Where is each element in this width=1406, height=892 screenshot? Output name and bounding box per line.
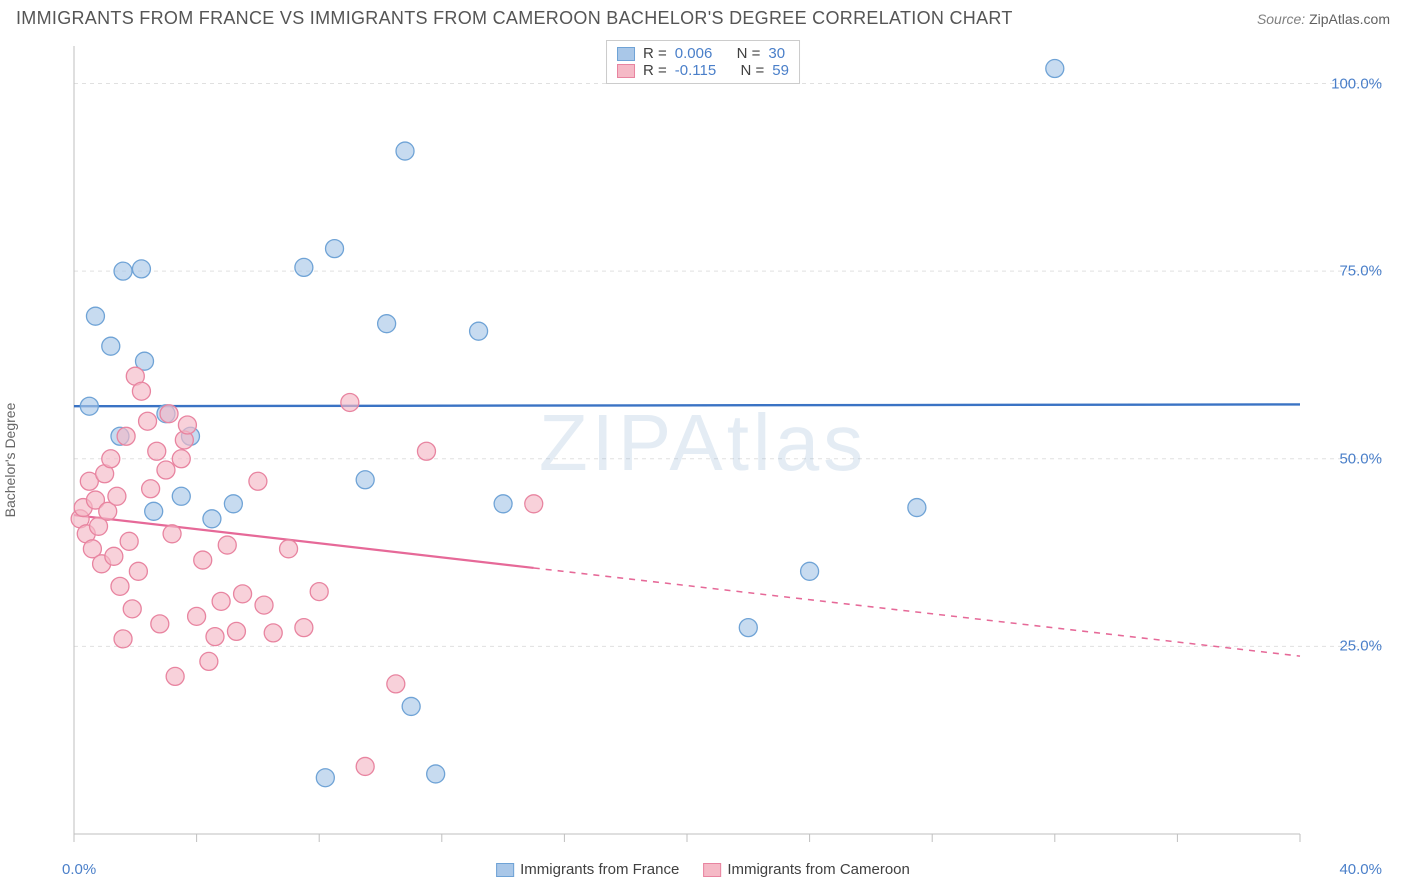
y-tick-label: 25.0% xyxy=(1339,638,1382,655)
legend-swatch xyxy=(617,47,635,61)
series-legend-item: Immigrants from Cameroon xyxy=(703,861,910,878)
source-credit: Source: ZipAtlas.com xyxy=(1257,11,1390,27)
source-label: Source: xyxy=(1257,11,1305,27)
legend-swatch xyxy=(617,64,635,78)
source-name: ZipAtlas.com xyxy=(1309,11,1390,27)
legend-r-label: R = xyxy=(643,62,667,79)
legend-n-value: 30 xyxy=(768,45,785,62)
header: IMMIGRANTS FROM FRANCE VS IMMIGRANTS FRO… xyxy=(0,0,1406,33)
series-legend: Immigrants from France Immigrants from Ca… xyxy=(496,861,910,878)
chart-area: Bachelor's Degree ZIPAtlas R =0.006 N =3… xyxy=(16,40,1390,880)
legend-n-label: N = xyxy=(737,45,761,62)
y-tick-label: 50.0% xyxy=(1339,450,1382,467)
legend-r-label: R = xyxy=(643,45,667,62)
legend-row: R = 0.006 N = 30 xyxy=(617,45,789,62)
legend-n-value: 59 xyxy=(772,62,789,79)
legend-label: Immigrants from Cameroon xyxy=(727,861,910,878)
y-tick-label: 100.0% xyxy=(1331,75,1382,92)
scatter-plot xyxy=(16,40,1390,880)
series-legend-item: Immigrants from France xyxy=(496,861,679,878)
y-axis-label: Bachelor's Degree xyxy=(2,403,18,518)
correlation-legend: R =0.006 N =30R =-0.115 N =59 xyxy=(606,40,800,84)
legend-row: R = -0.115 N = 59 xyxy=(617,62,789,79)
legend-r-value: 0.006 xyxy=(675,45,713,62)
legend-label: Immigrants from France xyxy=(520,861,679,878)
y-tick-label: 75.0% xyxy=(1339,263,1382,280)
legend-swatch xyxy=(496,863,514,877)
legend-r-value: -0.115 xyxy=(675,62,716,79)
legend-swatch xyxy=(703,863,721,877)
legend-n-label: N = xyxy=(741,62,765,79)
chart-title: IMMIGRANTS FROM FRANCE VS IMMIGRANTS FRO… xyxy=(16,8,1013,29)
